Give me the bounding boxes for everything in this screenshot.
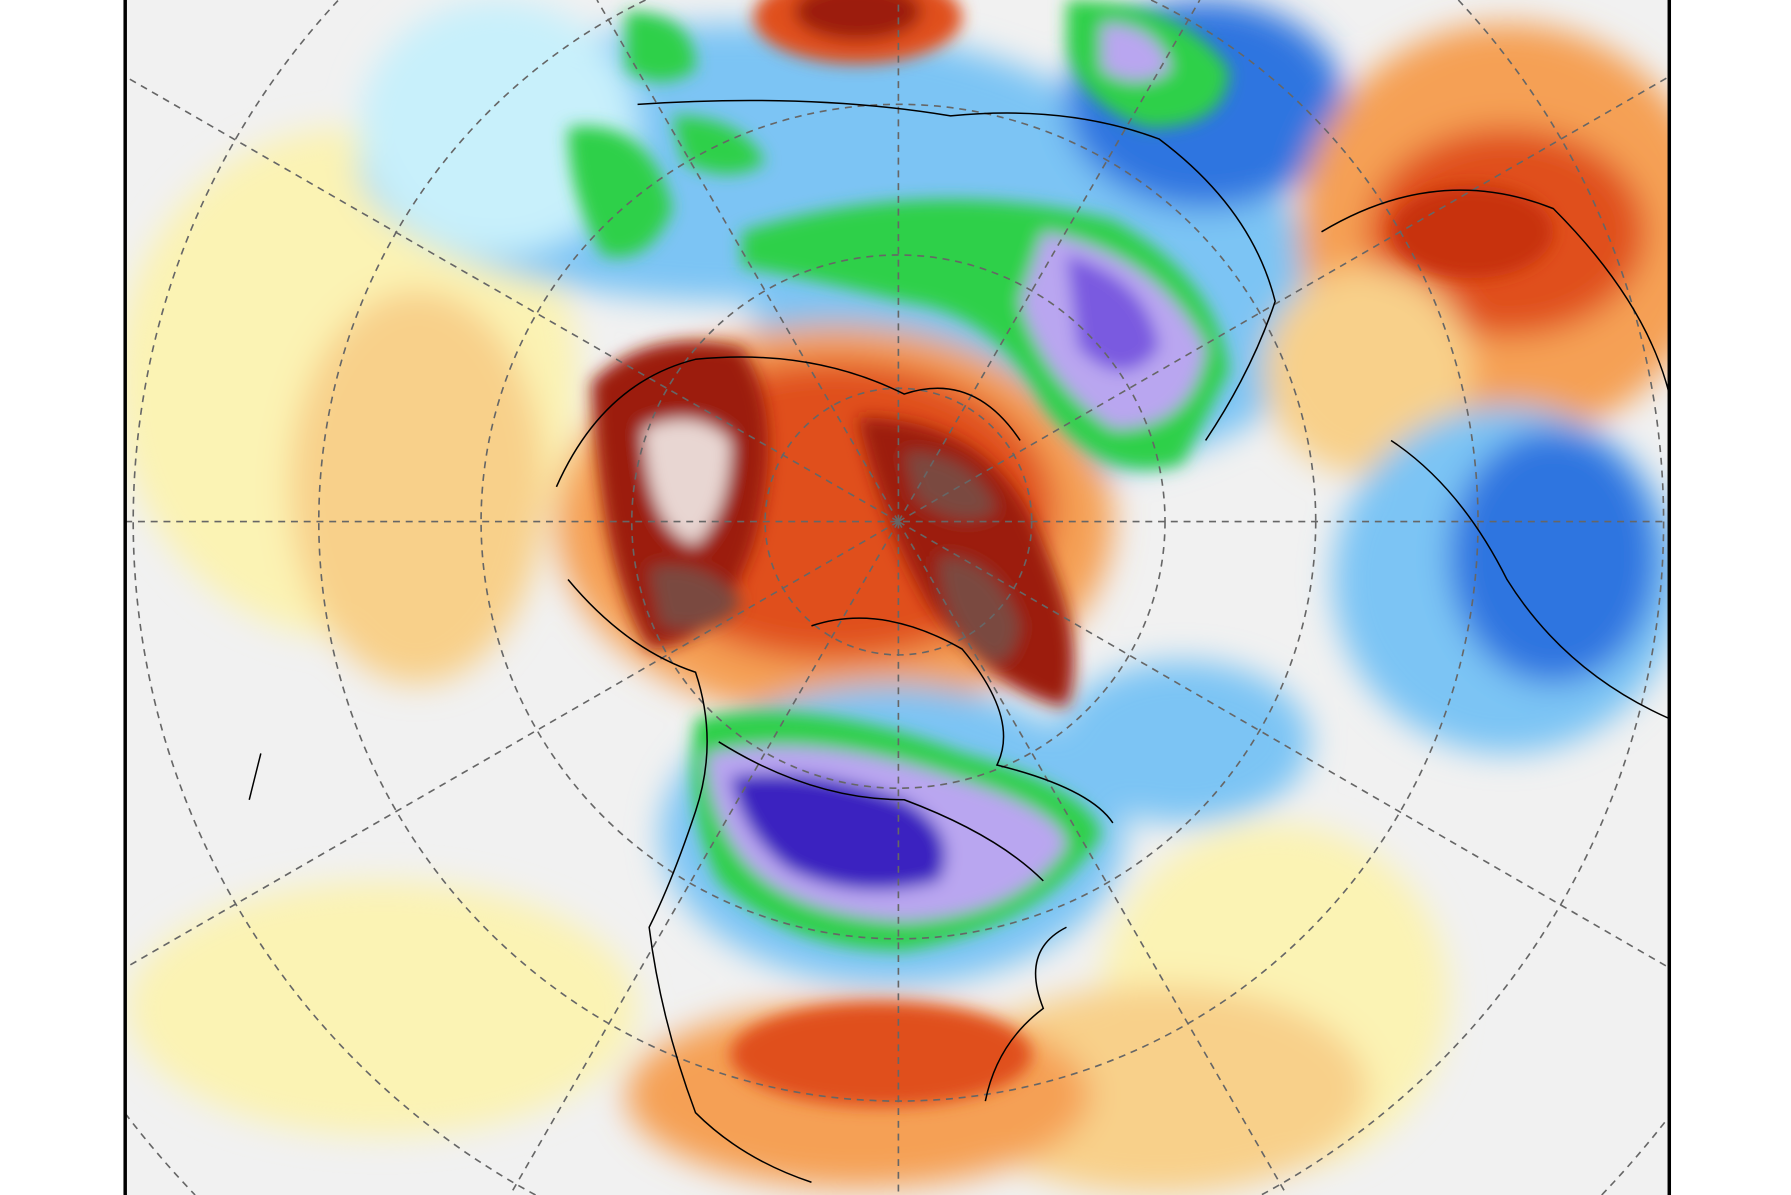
graticule <box>125 0 1670 1195</box>
map-field <box>125 0 1670 1195</box>
coastlines <box>248 99 1670 1183</box>
